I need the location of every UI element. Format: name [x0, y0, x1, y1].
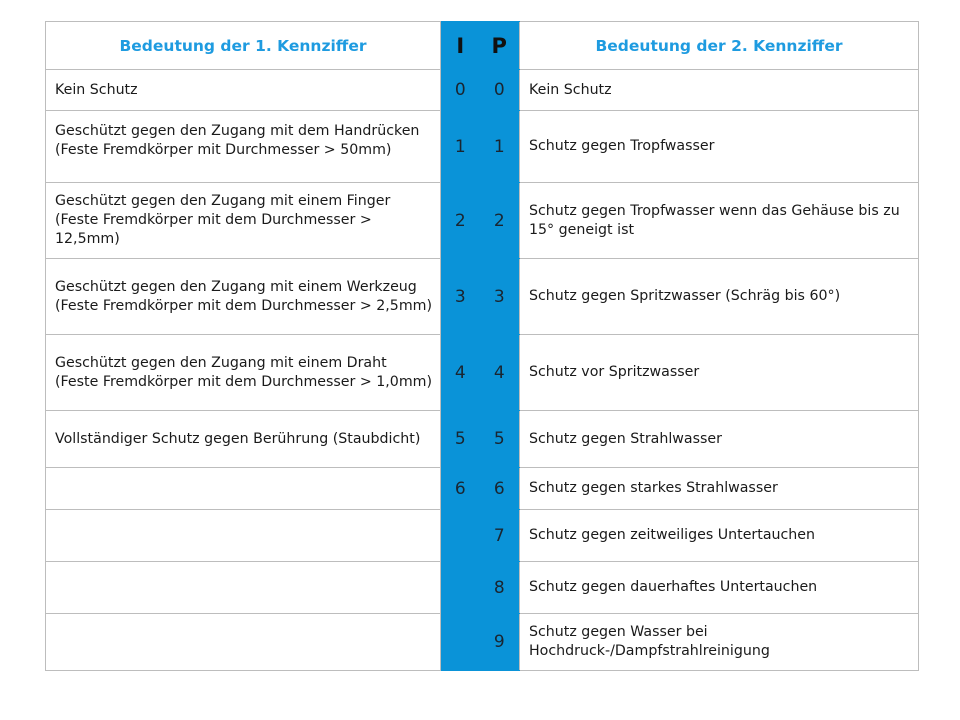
table-row: Geschützt gegen den Zugang mit einem Dra…	[45, 334, 919, 411]
second-digit-code: 1	[479, 110, 520, 183]
second-digit-code: 3	[479, 258, 520, 335]
second-digit-description: Schutz gegen Strahlwasser	[519, 410, 919, 468]
first-digit-code	[440, 561, 480, 614]
header-second-digit-meaning: Bedeutung der 2. Kennziffer	[519, 21, 919, 70]
first-digit-description: Geschützt gegen den Zugang mit einem Wer…	[45, 258, 441, 335]
first-digit-description: Geschützt gegen den Zugang mit einem Fin…	[45, 182, 441, 259]
second-digit-description: Schutz gegen starkes Strahlwasser	[519, 467, 919, 510]
first-digit-description	[45, 561, 441, 614]
first-digit-description: Geschützt gegen den Zugang mit dem Handr…	[45, 110, 441, 183]
table-row: Geschützt gegen den Zugang mit dem Handr…	[45, 110, 919, 183]
first-digit-code: 2	[440, 182, 480, 259]
second-digit-code: 9	[479, 613, 520, 671]
table-header-row: Bedeutung der 1. Kennziffer I P Bedeutun…	[45, 21, 919, 70]
second-digit-description: Schutz gegen zeitweiliges Untertauchen	[519, 509, 919, 562]
table-row: Geschützt gegen den Zugang mit einem Wer…	[45, 258, 919, 335]
second-digit-description: Schutz gegen Tropfwasser wenn das Gehäus…	[519, 182, 919, 259]
table-row: Kein Schutz 0 0 Kein Schutz	[45, 69, 919, 111]
table-row: 7 Schutz gegen zeitweiliges Untertauchen	[45, 509, 919, 562]
table-row: Vollständiger Schutz gegen Berührung (St…	[45, 410, 919, 468]
first-digit-description	[45, 467, 441, 510]
first-digit-description: Vollständiger Schutz gegen Berührung (St…	[45, 410, 441, 468]
second-digit-code: 6	[479, 467, 520, 510]
second-digit-code: 2	[479, 182, 520, 259]
first-digit-code	[440, 613, 480, 671]
second-digit-description: Schutz vor Spritzwasser	[519, 334, 919, 411]
first-digit-code: 6	[440, 467, 480, 510]
first-digit-description: Geschützt gegen den Zugang mit einem Dra…	[45, 334, 441, 411]
second-digit-code: 5	[479, 410, 520, 468]
second-digit-code: 4	[479, 334, 520, 411]
first-digit-description	[45, 509, 441, 562]
first-digit-code	[440, 509, 480, 562]
first-digit-description	[45, 613, 441, 671]
second-digit-description: Schutz gegen Wasser bei Hochdruck-/Dampf…	[519, 613, 919, 671]
header-first-digit-meaning: Bedeutung der 1. Kennziffer	[45, 21, 441, 70]
second-digit-description: Schutz gegen Tropfwasser	[519, 110, 919, 183]
first-digit-code: 0	[440, 69, 480, 111]
second-digit-code: 8	[479, 561, 520, 614]
table-row: 9 Schutz gegen Wasser bei Hochdruck-/Dam…	[45, 613, 919, 671]
second-digit-description: Schutz gegen dauerhaftes Untertauchen	[519, 561, 919, 614]
ip-protection-table: Bedeutung der 1. Kennziffer I P Bedeutun…	[45, 21, 919, 671]
first-digit-code: 5	[440, 410, 480, 468]
table-row: Geschützt gegen den Zugang mit einem Fin…	[45, 182, 919, 259]
header-code-i: I	[440, 21, 480, 70]
first-digit-description: Kein Schutz	[45, 69, 441, 111]
second-digit-code: 7	[479, 509, 520, 562]
second-digit-code: 0	[479, 69, 520, 111]
table-row: 6 6 Schutz gegen starkes Strahlwasser	[45, 467, 919, 510]
first-digit-code: 4	[440, 334, 480, 411]
header-code-p: P	[479, 21, 520, 70]
second-digit-description: Schutz gegen Spritzwasser (Schräg bis 60…	[519, 258, 919, 335]
second-digit-description: Kein Schutz	[519, 69, 919, 111]
first-digit-code: 1	[440, 110, 480, 183]
table-row: 8 Schutz gegen dauerhaftes Untertauchen	[45, 561, 919, 614]
first-digit-code: 3	[440, 258, 480, 335]
